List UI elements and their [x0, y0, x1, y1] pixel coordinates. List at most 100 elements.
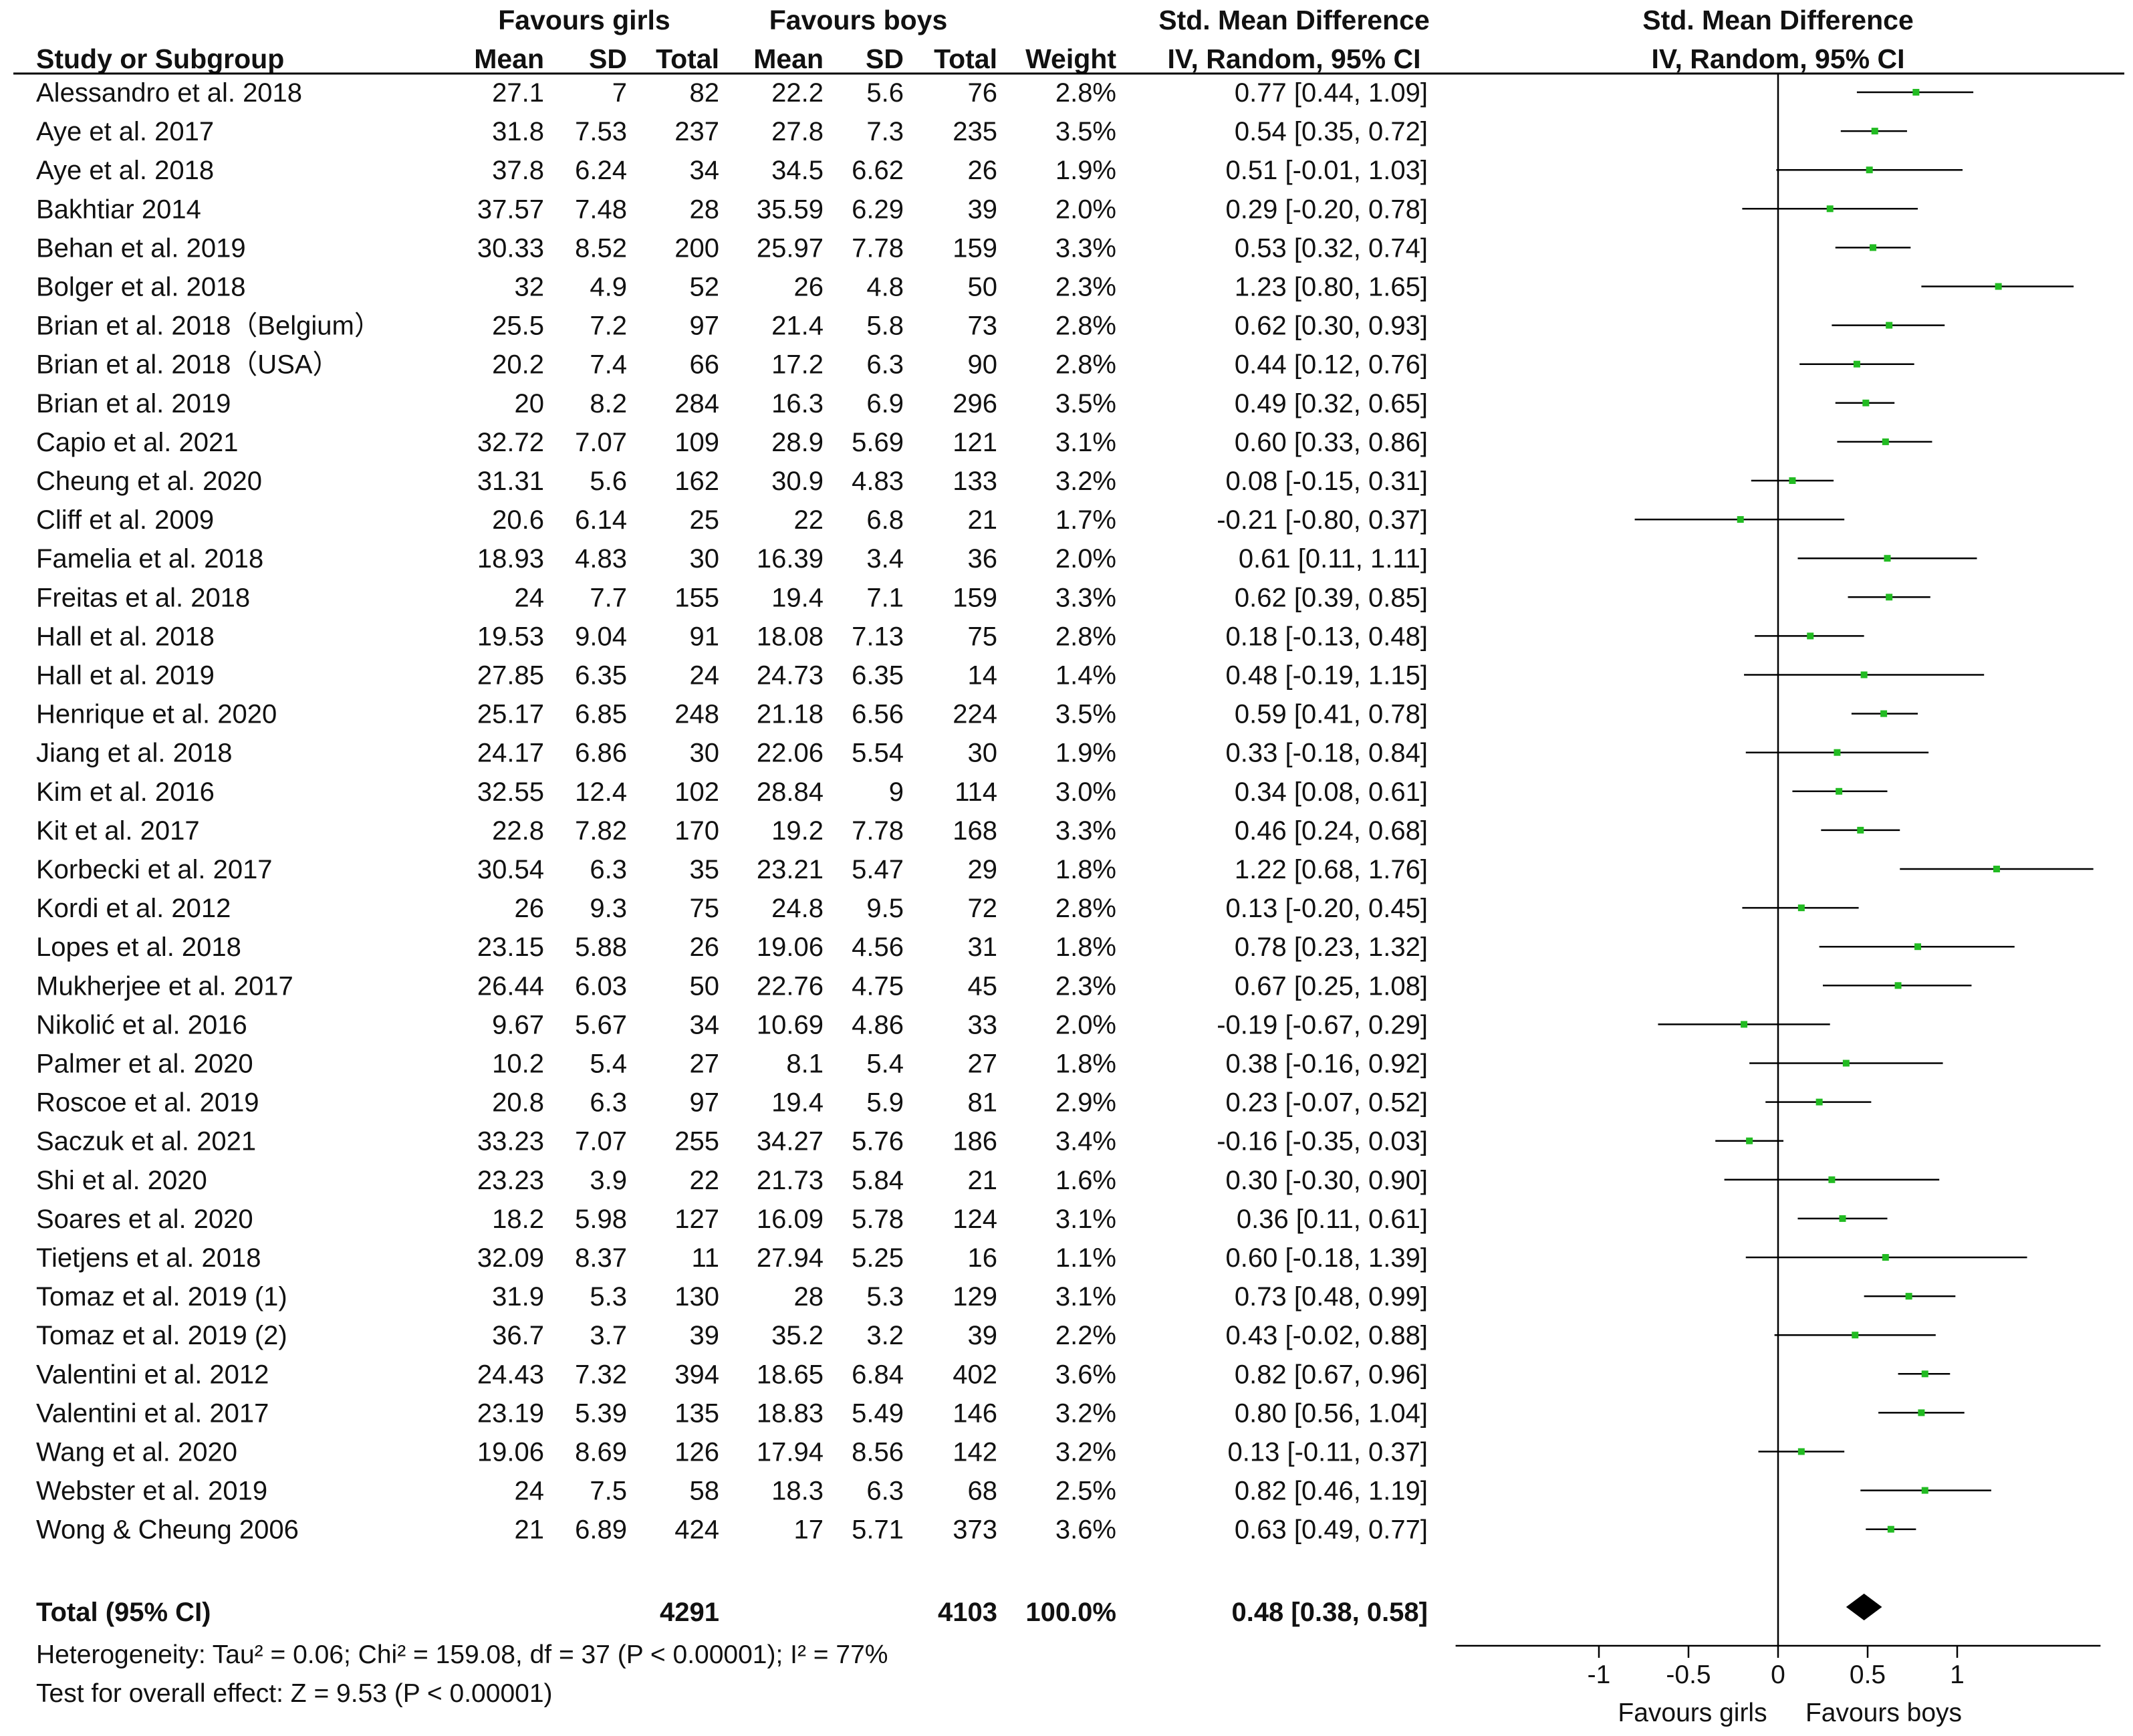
mean-boys: 21.18	[757, 700, 824, 729]
sd-girls: 4.83	[575, 544, 627, 574]
total-girls: 66	[690, 350, 720, 380]
smd-ci: 1.23 [0.80, 1.65]	[1235, 273, 1428, 302]
table-row: Jiang et al. 2018 24.17 6.86 30 22.06 5.54 30 1…	[36, 739, 1428, 768]
study-name: Shi et al. 2020	[36, 1166, 207, 1195]
study-name: Kim et al. 2016	[36, 777, 215, 807]
mean-girls: 20.8	[492, 1088, 544, 1118]
weight: 3.2%	[1055, 1438, 1116, 1467]
smd-ci: 0.59 [0.41, 0.78]	[1235, 700, 1428, 729]
total-girls: 11	[691, 1243, 719, 1273]
sd-girls: 6.3	[590, 1088, 627, 1118]
weight: 1.7%	[1055, 505, 1116, 535]
sd-girls: 9.04	[575, 622, 627, 651]
total-girls: 424	[674, 1515, 719, 1545]
mean-boys: 21.4	[771, 312, 824, 341]
total-boys: 133	[953, 467, 997, 496]
smd-ci: 0.48 [-0.19, 1.15]	[1226, 661, 1428, 691]
smd-ci: 0.46 [0.24, 0.68]	[1235, 816, 1428, 846]
mean-boys: 34.5	[771, 156, 824, 185]
table-row: Bakhtiar 2014 37.57 7.48 28 35.59 6.29 39 2.0% 0…	[36, 195, 1428, 224]
table-row: Soares et al. 2020 18.2 5.98 127 16.09 5.78 12…	[36, 1205, 1428, 1234]
mean-boys: 26	[794, 273, 824, 302]
study-name: Tomaz et al. 2019 (2)	[36, 1321, 287, 1350]
mean-boys: 27.8	[771, 117, 824, 146]
sd-girls: 5.67	[575, 1010, 627, 1039]
smd-ci: 0.49 [0.32, 0.65]	[1235, 389, 1428, 418]
mean-girls: 20	[515, 389, 545, 418]
total-n1: 4291	[660, 1598, 719, 1627]
sd-girls: 7.2	[590, 312, 627, 341]
header-plot-title: Std. Mean Difference	[1642, 5, 1914, 35]
total-boys: 50	[968, 273, 998, 302]
estimate-marker	[1826, 205, 1834, 213]
total-boys: 68	[968, 1477, 998, 1506]
mean-girls: 23.19	[477, 1398, 544, 1428]
header-smd-title: Std. Mean Difference	[1158, 5, 1430, 35]
mean-boys: 17.2	[771, 350, 824, 380]
total-boys: 31	[968, 933, 998, 962]
estimate-marker	[1737, 516, 1744, 523]
weight: 3.0%	[1055, 777, 1116, 807]
weight: 3.4%	[1055, 1127, 1116, 1156]
total-girls: 126	[674, 1438, 719, 1467]
study-name: Behan et al. 2019	[36, 233, 246, 263]
total-boys: 159	[953, 233, 997, 263]
smd-ci: 0.62 [0.39, 0.85]	[1235, 583, 1428, 612]
sd-boys: 4.83	[852, 467, 904, 496]
weight: 2.5%	[1055, 1477, 1116, 1506]
weight: 2.8%	[1055, 350, 1116, 380]
smd-ci: 0.53 [0.32, 0.74]	[1235, 233, 1428, 263]
total-girls: 91	[690, 622, 720, 651]
total-girls: 22	[690, 1166, 720, 1195]
sd-girls: 5.98	[575, 1205, 627, 1234]
sd-boys: 3.2	[866, 1321, 904, 1350]
study-name: Brian et al. 2018（Belgium）	[36, 312, 381, 341]
sd-girls: 7.53	[575, 117, 627, 146]
study-name: Valentini et al. 2017	[36, 1398, 269, 1428]
mean-girls: 27.1	[492, 78, 544, 108]
mean-boys: 16.39	[757, 544, 824, 574]
header-group1: Favours girls	[498, 5, 670, 35]
sd-girls: 6.86	[575, 739, 627, 768]
total-boys: 14	[968, 661, 998, 691]
sd-boys: 5.6	[866, 78, 904, 108]
total-boys: 72	[968, 894, 998, 923]
header-total-1: Total	[656, 43, 719, 74]
mean-girls: 23.23	[477, 1166, 544, 1195]
mean-girls: 24	[515, 1477, 545, 1506]
total-boys: 142	[953, 1438, 997, 1467]
weight: 2.9%	[1055, 1088, 1116, 1118]
study-name: Wong & Cheung 2006	[36, 1515, 299, 1545]
study-name: Mukherjee et al. 2017	[36, 971, 293, 1001]
study-name: Henrique et al. 2020	[36, 700, 277, 729]
sd-girls: 9.3	[590, 894, 627, 923]
total-boys: 296	[953, 389, 997, 418]
study-name: Korbecki et al. 2017	[36, 855, 273, 884]
total-girls: 28	[690, 195, 720, 224]
mean-girls: 31.31	[477, 467, 544, 496]
table-row: Saczuk et al. 2021 33.23 7.07 255 34.27 5.76 1…	[36, 1127, 1428, 1156]
mean-girls: 19.06	[477, 1438, 544, 1467]
table-row: Henrique et al. 2020 25.17 6.85 248 21.18 6.5…	[36, 700, 1428, 729]
mean-boys: 28.84	[757, 777, 824, 807]
smd-ci: 0.62 [0.30, 0.93]	[1235, 312, 1428, 341]
mean-girls: 37.8	[492, 156, 544, 185]
estimate-marker	[1894, 982, 1902, 989]
study-name: Bakhtiar 2014	[36, 195, 201, 224]
table-row: Alessandro et al. 2018 27.1 7 82 22.2 5.6 76 2.…	[36, 78, 1428, 108]
total-girls: 162	[674, 467, 719, 496]
sd-boys: 5.47	[852, 855, 904, 884]
mean-boys: 17.94	[757, 1438, 824, 1467]
total-girls: 82	[690, 78, 720, 108]
mean-boys: 19.4	[771, 583, 824, 612]
total-boys: 76	[968, 78, 998, 108]
sd-boys: 6.56	[852, 700, 904, 729]
smd-ci: -0.16 [-0.35, 0.03]	[1217, 1127, 1428, 1156]
sd-girls: 6.14	[575, 505, 627, 535]
table-row: Behan et al. 2019 30.33 8.52 200 25.97 7.78 15…	[36, 233, 1428, 263]
table-row: Tomaz et al. 2019 (1) 31.9 5.3 130 28 5.3 129 3…	[36, 1282, 1428, 1312]
sd-boys: 6.3	[866, 1477, 904, 1506]
study-name: Aye et al. 2018	[36, 156, 214, 185]
smd-ci: -0.19 [-0.67, 0.29]	[1217, 1010, 1428, 1039]
